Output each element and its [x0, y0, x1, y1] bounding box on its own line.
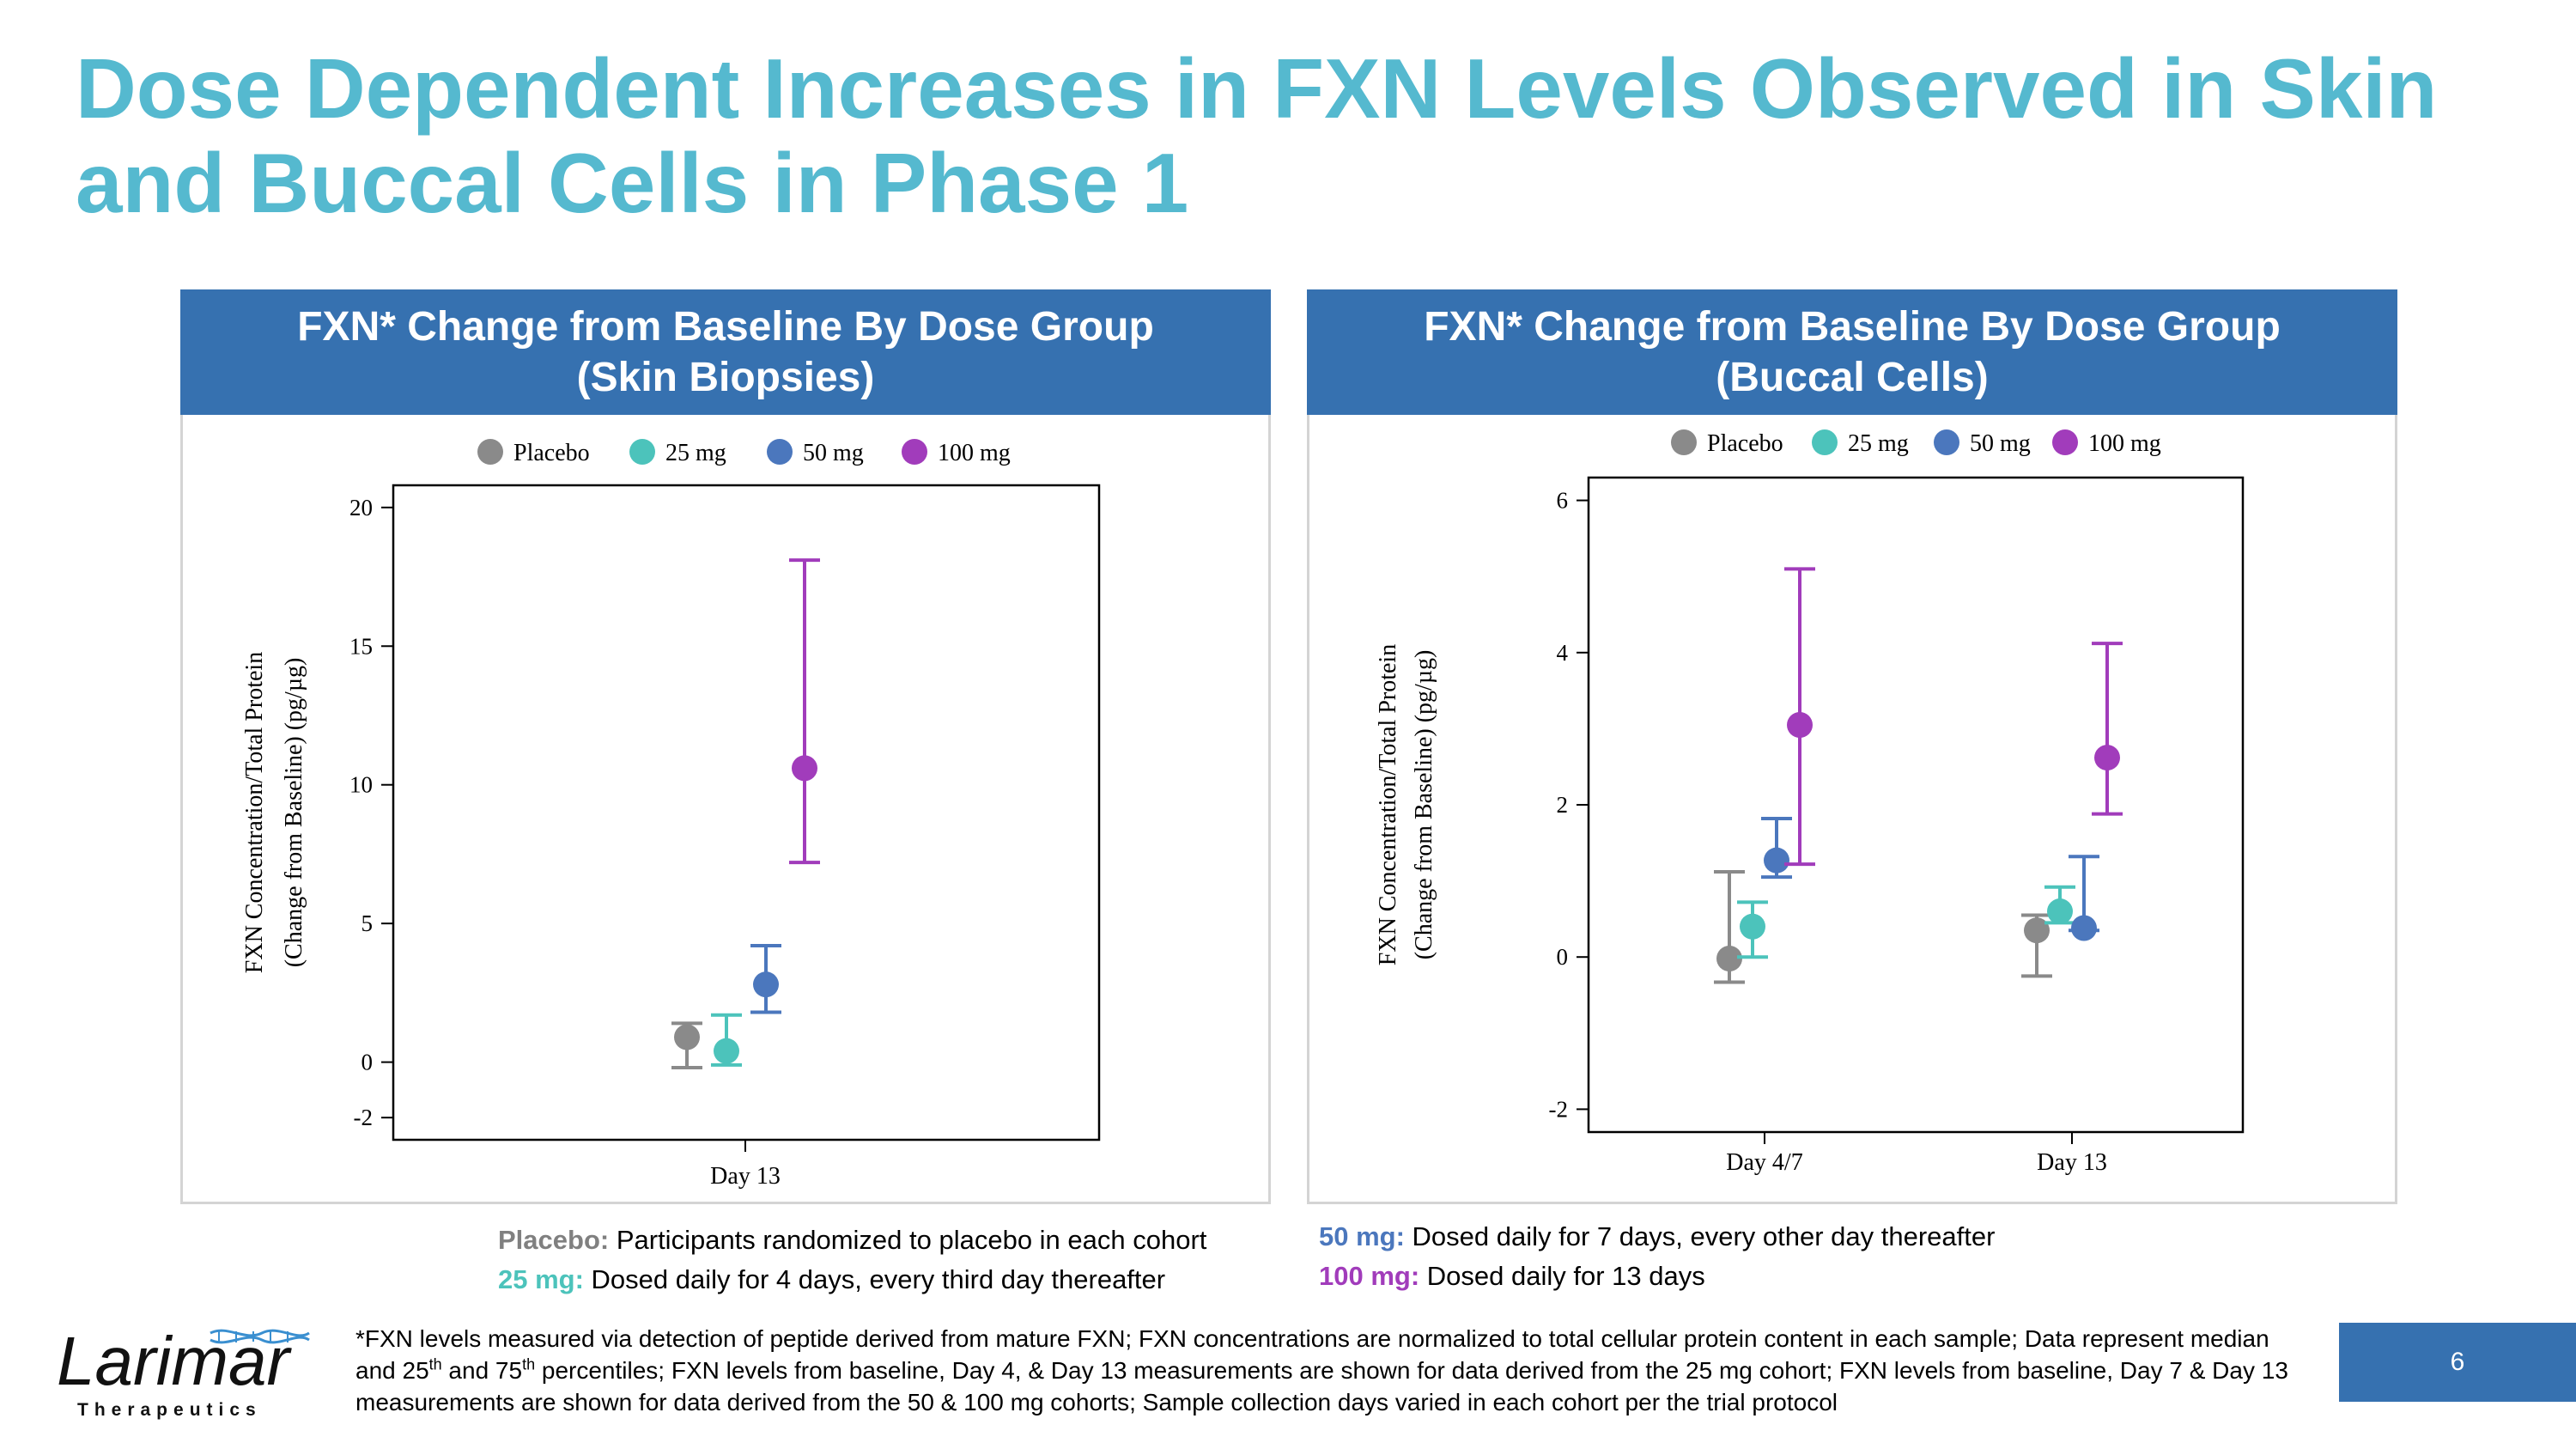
median-point-2-0 [753, 971, 779, 998]
legend-label-1: 25 mg [1848, 430, 1909, 457]
footnote: *FXN levels measured via detection of pe… [355, 1323, 2313, 1418]
y-tick-label-0: -2 [1549, 1096, 1569, 1122]
legend-label-0: Placebo [1707, 430, 1783, 457]
y-tick-label-1: 0 [1557, 944, 1569, 970]
y-axis-label-line-2: (Change from Baseline) (pg/µg) [281, 658, 307, 968]
buccal-cells-chart: Placebo 25 mg 50 mg 100 mg -2 0 2 4 6 Day 4/7 Day … [1375, 429, 2245, 1176]
legend-marker-1 [1812, 429, 1838, 455]
legend-marker-0 [1671, 429, 1697, 455]
mg100-description: 100 mg: Dosed daily for 13 days [1319, 1256, 1705, 1297]
mg50-description: 50 mg: Dosed daily for 7 days, every oth… [1319, 1216, 1995, 1257]
legend-marker-0 [477, 439, 503, 465]
slide-title: Dose Dependent Increases in FXN Levels O… [76, 41, 2531, 230]
y-tick-label-4: 6 [1557, 488, 1569, 514]
skin-chart-title-line-1: FXN* Change from Baseline By Dose Group [297, 304, 1154, 350]
mg100-description-label: 100 mg: [1319, 1261, 1420, 1291]
mg100-description-text: Dosed daily for 13 days [1419, 1261, 1705, 1291]
logo-tagline: Therapeutics [77, 1400, 262, 1420]
y-tick-label-2: 5 [361, 910, 374, 936]
y-axis-label-line-2: (Change from Baseline) (pg/µg) [1411, 650, 1437, 960]
y-tick-label-3: 10 [349, 772, 373, 798]
legend-marker-3 [2052, 429, 2078, 455]
placebo-description-text: Participants randomized to placebo in ea… [609, 1225, 1207, 1255]
median-point-1-1 [2047, 898, 2073, 925]
skin-biopsies-chart-panel: FXN* Change from Baseline By Dose Group … [180, 289, 1271, 1204]
slide-title-line-2: and Buccal Cells in Phase 1 [76, 136, 1189, 230]
legend-label-3: 100 mg [938, 440, 1011, 466]
x-tick-label-0: Day 4/7 [1726, 1149, 1802, 1176]
median-point-1-0 [714, 1038, 739, 1064]
y-axis-label-line-1: FXN Concentration/Total Protein [241, 652, 268, 973]
placebo-description: Placebo: Participants randomized to plac… [498, 1220, 1206, 1261]
slide-title-line-1: Dose Dependent Increases in FXN Levels O… [76, 41, 2438, 136]
mg50-description-label: 50 mg: [1319, 1221, 1405, 1251]
dna-helix-icon [210, 1329, 310, 1344]
buccal-cells-chart-panel: FXN* Change from Baseline By Dose Group … [1307, 289, 2397, 1204]
y-tick-label-4: 15 [349, 633, 373, 659]
placebo-description-label: Placebo: [498, 1225, 610, 1255]
legend-label-3: 100 mg [2088, 430, 2161, 457]
legend-marker-1 [629, 439, 655, 465]
median-point-2-1 [2071, 915, 2097, 941]
page-number: 6 [2450, 1348, 2465, 1376]
larimar-logo: Larimar Therapeutics [57, 1323, 310, 1420]
skin-biopsies-chart: Placebo 25 mg 50 mg 100 mg -2 0 5 10 15 20 Day 13 F… [241, 439, 1101, 1190]
logo-wordmark: Larimar [57, 1323, 293, 1399]
skin-chart-header: FXN* Change from Baseline By Dose Group … [180, 289, 1271, 415]
mg25-description-label: 25 mg: [498, 1264, 584, 1294]
y-tick-label-5: 20 [349, 495, 373, 521]
legend-marker-2 [767, 439, 793, 465]
y-axis-label-line-1: FXN Concentration/Total Protein [1375, 644, 1401, 965]
footnote-text-1: *FXN levels measured via detection of pe… [355, 1325, 2269, 1384]
plot-frame [1587, 476, 2245, 1134]
median-point-0-0 [674, 1024, 700, 1050]
y-tick-label-0: -2 [354, 1105, 374, 1130]
median-point-3-1 [2094, 745, 2120, 771]
buccal-chart-header: FXN* Change from Baseline By Dose Group … [1307, 289, 2397, 415]
y-tick-label-1: 0 [361, 1050, 374, 1075]
legend-label-2: 50 mg [803, 440, 864, 466]
footnote-sup-1: th [428, 1355, 442, 1373]
footnote-sup-2: th [522, 1355, 536, 1373]
buccal-chart-title-line-2: (Buccal Cells) [1716, 355, 1989, 400]
median-point-3-0 [792, 755, 817, 782]
median-point-1-0 [1740, 913, 1765, 940]
legend-label-1: 25 mg [665, 440, 726, 466]
median-point-0-1 [2024, 917, 2050, 944]
median-point-2-0 [1764, 847, 1789, 874]
x-tick-label-0: Day 13 [710, 1163, 781, 1190]
skin-chart-title-line-2: (Skin Biopsies) [576, 355, 875, 400]
legend-label-2: 50 mg [1970, 430, 2031, 457]
legend-marker-3 [902, 439, 927, 465]
footnote-text-2: and 75 [441, 1357, 523, 1384]
x-tick-label-1: Day 13 [2037, 1149, 2107, 1176]
median-point-0-0 [1716, 945, 1742, 971]
y-tick-label-2: 2 [1557, 792, 1569, 818]
footnote-text-3: percentiles; FXN levels from baseline, D… [355, 1357, 2288, 1416]
buccal-chart-title-line-1: FXN* Change from Baseline By Dose Group [1424, 304, 2281, 350]
page-number-box: 6 [2339, 1323, 2576, 1402]
plot-frame [392, 484, 1101, 1142]
mg50-description-text: Dosed daily for 7 days, every other day … [1404, 1221, 1996, 1251]
y-tick-label-3: 4 [1557, 640, 1569, 666]
median-point-3-0 [1787, 711, 1813, 738]
legend-marker-2 [1934, 429, 1959, 455]
legend-label-0: Placebo [513, 440, 590, 466]
mg25-description: 25 mg: Dosed daily for 4 days, every thi… [498, 1259, 1165, 1300]
mg25-description-text: Dosed daily for 4 days, every third day … [583, 1264, 1166, 1294]
